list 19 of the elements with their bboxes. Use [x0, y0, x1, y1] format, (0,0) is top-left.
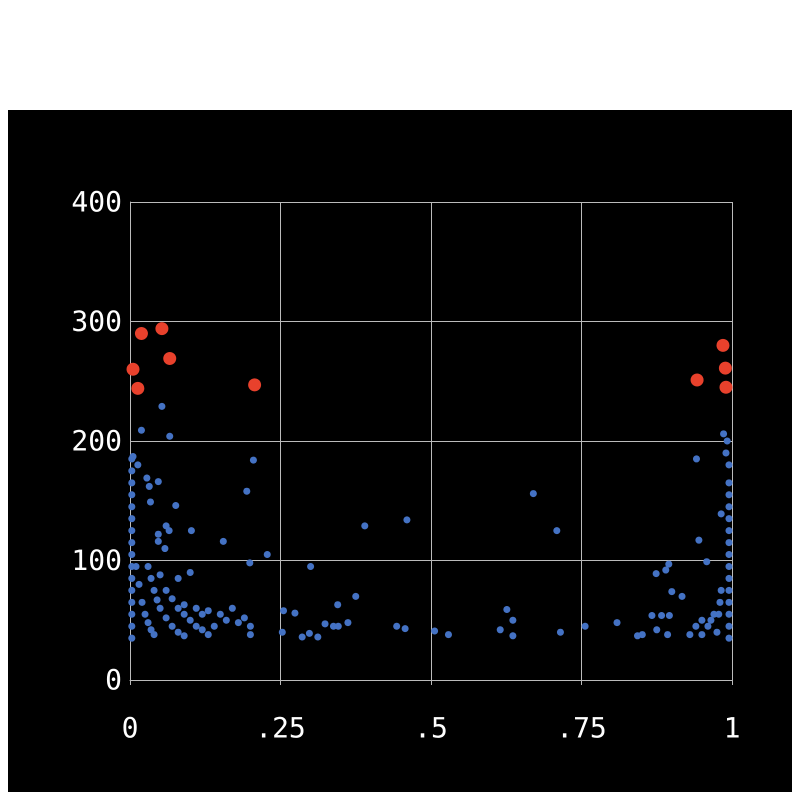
y-tick-label: 400 [71, 186, 122, 218]
point [134, 326, 148, 340]
point [719, 380, 732, 394]
point [716, 338, 730, 352]
y-tick-label: 100 [71, 544, 122, 577]
point [131, 382, 144, 395]
point [718, 362, 732, 375]
point [155, 322, 168, 336]
x-tick-label: .75 [556, 712, 607, 744]
y-tick-label: 0 [105, 664, 122, 696]
point [248, 378, 262, 392]
point [163, 352, 176, 366]
x-tick-label: 1 [724, 712, 740, 744]
x-tick-label: .5 [414, 712, 448, 744]
y-tick-label: 200 [71, 424, 122, 458]
x-tick-label: .25 [255, 712, 306, 744]
point [126, 362, 140, 376]
point [690, 374, 704, 387]
y-tick-label: 300 [71, 305, 122, 338]
